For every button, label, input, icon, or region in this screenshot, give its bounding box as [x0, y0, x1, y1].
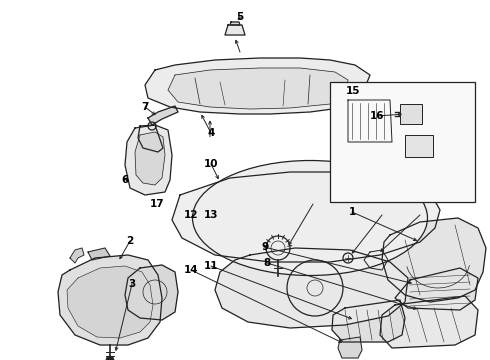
Polygon shape: [138, 125, 163, 152]
Polygon shape: [364, 250, 388, 270]
Polygon shape: [70, 248, 84, 263]
Polygon shape: [215, 248, 408, 328]
Text: 16: 16: [370, 111, 385, 121]
Text: 3: 3: [129, 279, 136, 289]
Text: 8: 8: [264, 258, 270, 268]
Ellipse shape: [193, 161, 427, 275]
Bar: [400, 104, 422, 124]
Polygon shape: [58, 255, 162, 345]
Text: 1: 1: [349, 207, 356, 217]
Text: 6: 6: [122, 175, 128, 185]
Polygon shape: [225, 25, 245, 35]
Polygon shape: [332, 300, 405, 342]
Polygon shape: [172, 172, 440, 262]
Polygon shape: [395, 268, 478, 310]
Polygon shape: [125, 265, 178, 320]
Polygon shape: [168, 68, 348, 109]
Polygon shape: [148, 106, 178, 125]
Bar: [330, 82, 475, 202]
Polygon shape: [348, 100, 392, 142]
Text: 13: 13: [203, 210, 218, 220]
Text: 12: 12: [184, 210, 198, 220]
Text: 15: 15: [345, 86, 360, 96]
Text: 10: 10: [203, 159, 218, 169]
Text: 14: 14: [184, 265, 198, 275]
Text: 17: 17: [149, 199, 164, 210]
Polygon shape: [230, 22, 240, 25]
Polygon shape: [145, 58, 370, 114]
Polygon shape: [380, 296, 478, 348]
Bar: [405, 135, 433, 157]
Text: 5: 5: [237, 12, 244, 22]
Polygon shape: [338, 337, 362, 358]
Text: 4: 4: [207, 128, 215, 138]
Polygon shape: [88, 248, 110, 260]
Polygon shape: [382, 218, 486, 302]
Polygon shape: [135, 132, 165, 185]
Text: 11: 11: [203, 261, 218, 271]
Text: 9: 9: [261, 242, 268, 252]
Text: 7: 7: [141, 102, 148, 112]
Circle shape: [106, 356, 114, 360]
Text: 2: 2: [126, 236, 133, 246]
Polygon shape: [125, 125, 172, 195]
Polygon shape: [67, 266, 153, 338]
